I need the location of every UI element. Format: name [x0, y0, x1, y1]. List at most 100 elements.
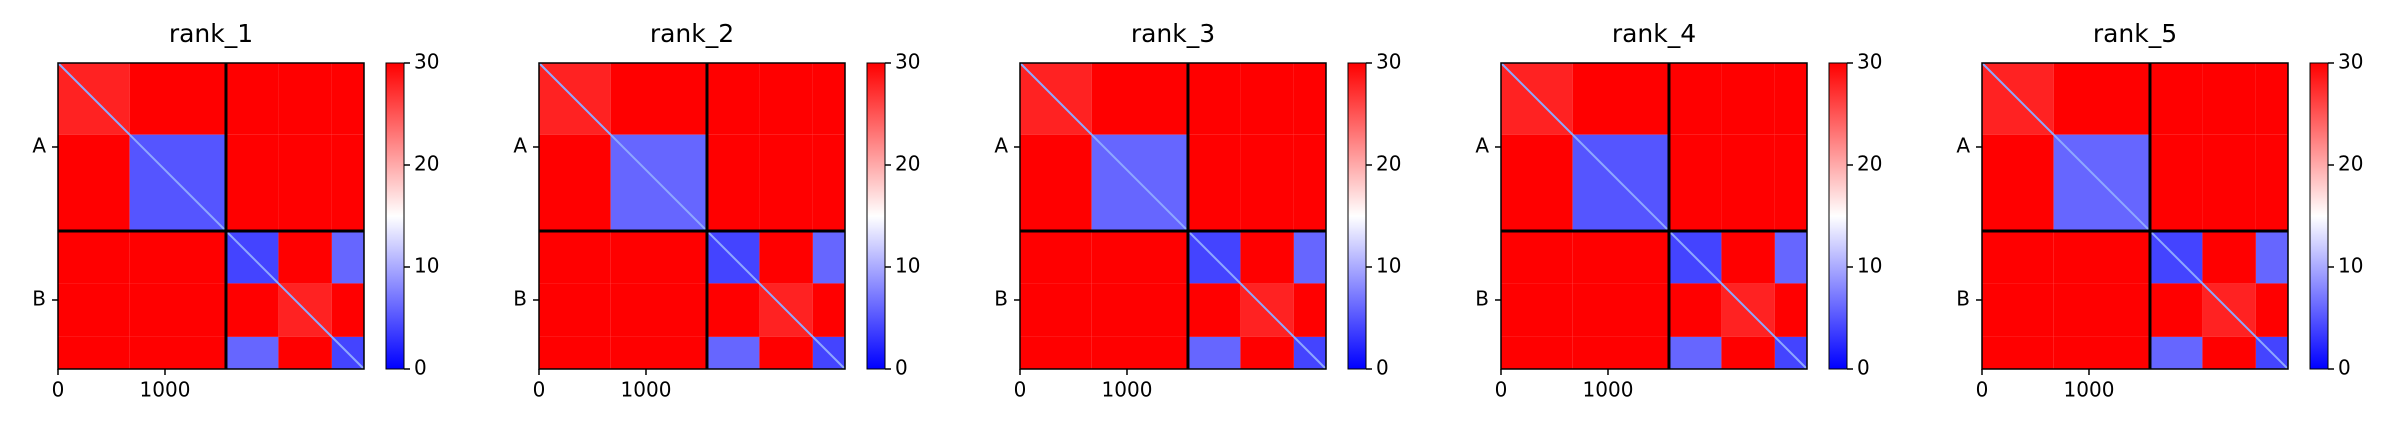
heat-cell	[759, 63, 813, 135]
heat-cell	[2149, 63, 2203, 135]
heat-cell	[1774, 63, 1807, 135]
heat-cell	[706, 134, 760, 231]
heat-cell	[1091, 283, 1188, 337]
colorbar-tick-label: 20	[1376, 152, 1401, 176]
y-tick-label: A	[1956, 133, 1970, 157]
plot-frame	[538, 62, 846, 370]
heat-cell	[759, 336, 813, 369]
heat-cell	[1187, 336, 1241, 369]
colorbar-tick-label: 0	[1857, 356, 1870, 380]
x-tick-label: 0	[1976, 378, 1989, 402]
colorbar-tick-label: 10	[1857, 254, 1882, 278]
y-tick-label: B	[1956, 286, 1970, 310]
colorbar-tick-label: 0	[414, 356, 427, 380]
heat-cell	[2053, 63, 2150, 135]
colorbar-tick-label: 30	[1857, 50, 1882, 74]
heat-cell	[2255, 230, 2288, 284]
heat-cell	[1668, 134, 1722, 231]
heat-cell	[1982, 283, 2054, 337]
colorbar-tick-label: 20	[414, 152, 439, 176]
x-tick-label: 1000	[2064, 378, 2115, 402]
heat-cell	[1501, 134, 1573, 231]
heat-cell	[2202, 134, 2256, 231]
heat-cell	[1668, 336, 1722, 369]
heat-cell	[610, 336, 707, 369]
heat-cell	[1982, 230, 2054, 284]
heat-cell	[225, 283, 279, 337]
colorbar-tick-label: 20	[2338, 152, 2363, 176]
heat-cell	[812, 283, 845, 337]
heat-cell	[58, 134, 130, 231]
heat-cell	[1501, 336, 1573, 369]
colorbar-tick-label: 10	[895, 254, 920, 278]
heat-cell	[1501, 230, 1573, 284]
heat-cell	[1293, 230, 1326, 284]
colorbar-tick-label: 20	[1857, 152, 1882, 176]
heat-cell	[1020, 134, 1092, 231]
heat-cell	[1572, 336, 1669, 369]
heat-cell	[539, 336, 611, 369]
y-tick-label: A	[32, 133, 46, 157]
y-tick-label: B	[1475, 286, 1489, 310]
heat-cell	[539, 283, 611, 337]
heat-cell	[331, 283, 364, 337]
x-tick-label: 1000	[140, 378, 191, 402]
colorbar-tick-label: 0	[2338, 356, 2351, 380]
heat-cell	[1572, 230, 1669, 284]
heat-cell	[129, 283, 226, 337]
panel-title: rank_1	[169, 19, 253, 48]
heat-cell	[225, 336, 279, 369]
x-tick-label: 0	[1495, 378, 1508, 402]
heat-cell	[1293, 283, 1326, 337]
heat-cell	[278, 230, 332, 284]
colorbar-tick-label: 10	[2338, 254, 2363, 278]
diagonal	[538, 62, 846, 370]
colorbar-tick-label: 30	[1376, 50, 1401, 74]
heat-cell	[2202, 336, 2256, 369]
heat-cell	[539, 134, 611, 231]
heat-cell	[2053, 336, 2150, 369]
heat-cell	[129, 230, 226, 284]
heat-cell	[1240, 230, 1294, 284]
y-tick-label: B	[32, 286, 46, 310]
heat-cell	[1572, 283, 1669, 337]
heat-cell	[812, 134, 845, 231]
colorbar-tick-label: 10	[1376, 254, 1401, 278]
heat-cell	[1091, 230, 1188, 284]
panel-title: rank_4	[1612, 19, 1696, 48]
colorbar-tick-label: 30	[414, 50, 439, 74]
heat-cell	[1774, 134, 1807, 231]
heat-cell	[2149, 336, 2203, 369]
panel-title: rank_5	[2093, 19, 2177, 48]
heat-cell	[1721, 63, 1775, 135]
heat-cell	[2149, 283, 2203, 337]
y-tick-label: A	[994, 133, 1008, 157]
heat-cell	[610, 230, 707, 284]
heat-cell	[2255, 63, 2288, 135]
diagonal	[1500, 62, 1808, 370]
heat-cell	[331, 230, 364, 284]
heat-cell	[129, 336, 226, 369]
heat-cell	[129, 63, 226, 135]
colorbar-tick-label: 0	[895, 356, 908, 380]
colorbar-tick-label: 30	[2338, 50, 2363, 74]
x-tick-label: 1000	[621, 378, 672, 402]
heat-cell	[1187, 63, 1241, 135]
heat-cell	[1774, 283, 1807, 337]
heat-cell	[1240, 63, 1294, 135]
x-tick-label: 1000	[1102, 378, 1153, 402]
heat-cell	[812, 63, 845, 135]
heat-cell	[278, 134, 332, 231]
heat-cell	[759, 134, 813, 231]
heat-cell	[812, 230, 845, 284]
heat-cell	[706, 63, 760, 135]
heat-cell	[2255, 134, 2288, 231]
heat-cell	[225, 63, 279, 135]
x-tick-label: 0	[52, 378, 65, 402]
heat-cell	[1982, 134, 2054, 231]
diagonal	[1019, 62, 1327, 370]
y-tick-label: B	[994, 286, 1008, 310]
heat-cell	[706, 283, 760, 337]
heat-cell	[1020, 283, 1092, 337]
heat-cell	[2149, 134, 2203, 231]
